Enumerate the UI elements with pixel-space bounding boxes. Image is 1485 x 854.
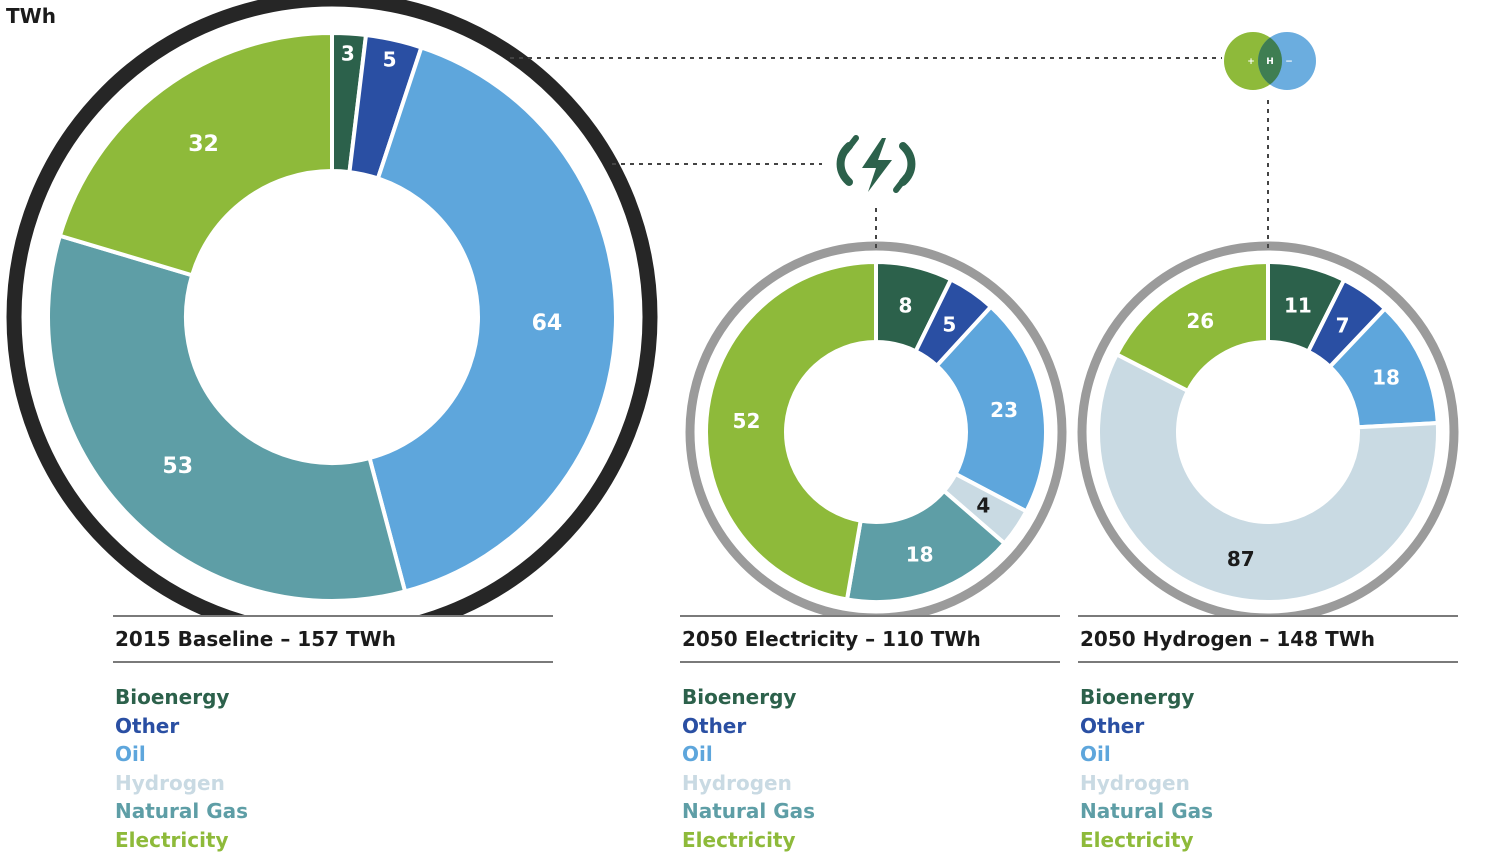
legend-item-oil: Oil: [682, 740, 1060, 769]
lightning-bolt-icon: [841, 138, 912, 192]
data-label-other: 7: [1336, 314, 1350, 338]
donut-chart-2: 11 7 18 87 26: [1082, 246, 1454, 615]
data-label-oil: 18: [1372, 366, 1400, 390]
data-label-hydrogen: 4: [976, 493, 990, 517]
legend-item-other: Other: [115, 712, 553, 741]
legend-item-other: Other: [682, 712, 1060, 741]
svg-text:+: +: [1247, 57, 1255, 67]
data-label-hydrogen: 87: [1227, 547, 1255, 571]
data-label-other: 5: [383, 47, 397, 71]
data-label-other: 5: [942, 313, 956, 337]
data-label-bioenergy: 8: [898, 293, 912, 317]
donut-chart-1: 8 5 23 4 18 52: [690, 246, 1062, 615]
donut-charts: 3 5 64 53 32 8 5 23 4 18 52 11 7 18 87 26 + H −: [0, 0, 1485, 615]
svg-text:H: H: [1266, 57, 1274, 67]
data-label-bioenergy: 3: [341, 41, 355, 65]
connectors: [510, 58, 1268, 250]
data-label-electricity: 32: [188, 132, 219, 157]
legend-item-natural-gas: Natural Gas: [1080, 797, 1458, 826]
legend-item-hydrogen: Hydrogen: [682, 769, 1060, 798]
legend-item-other: Other: [1080, 712, 1458, 741]
divider: [1078, 661, 1458, 663]
divider: [680, 661, 1060, 663]
hydrogen-molecule-icon: + H −: [1224, 32, 1316, 90]
legend-item-bioenergy: Bioenergy: [682, 683, 1060, 712]
data-label-bioenergy: 11: [1284, 293, 1312, 317]
data-label-oil: 64: [532, 311, 563, 336]
legend-item-bioenergy: Bioenergy: [1080, 683, 1458, 712]
data-label-natural-gas: 53: [162, 454, 193, 479]
chart-title: 2050 Electricity – 110 TWh: [680, 617, 1060, 661]
chart-title: 2050 Hydrogen – 148 TWh: [1078, 617, 1458, 661]
chart-title: 2015 Baseline – 157 TWh: [113, 617, 553, 661]
svg-text:−: −: [1285, 57, 1293, 67]
legend-item-oil: Oil: [1080, 740, 1458, 769]
data-label-electricity: 26: [1186, 309, 1214, 333]
divider: [113, 661, 553, 663]
legend-item-bioenergy: Bioenergy: [115, 683, 553, 712]
legend-item-hydrogen: Hydrogen: [1080, 769, 1458, 798]
legend-item-natural-gas: Natural Gas: [115, 797, 553, 826]
legend-item-hydrogen: Hydrogen: [115, 769, 553, 798]
legend-item-oil: Oil: [115, 740, 553, 769]
donut-chart-0: 3 5 64 53 32: [14, 0, 650, 615]
data-label-oil: 23: [990, 398, 1018, 422]
data-label-electricity: 52: [733, 409, 761, 433]
legend-item-natural-gas: Natural Gas: [682, 797, 1060, 826]
data-label-natural-gas: 18: [906, 542, 934, 566]
